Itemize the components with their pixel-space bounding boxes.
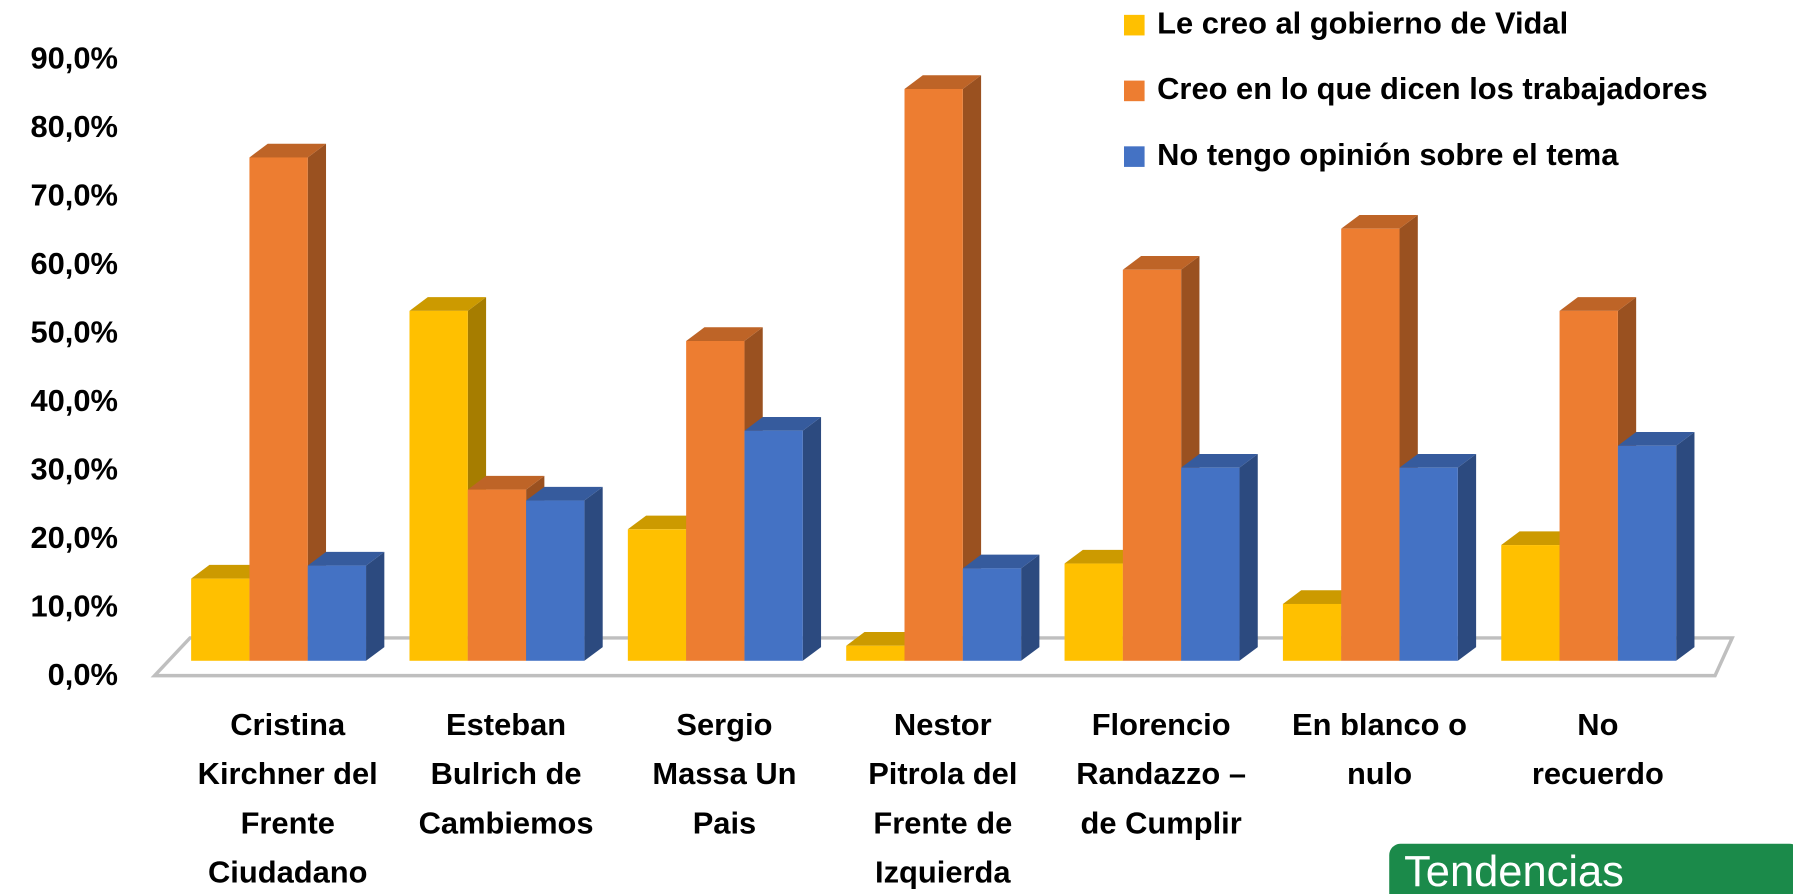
x-tick-label-line: Ciudadano xyxy=(208,855,367,890)
x-tick-label-line: Pitrola del xyxy=(868,756,1017,791)
x-tick-label: Florencio Randazzo – de Cumplir xyxy=(1076,707,1246,840)
bar xyxy=(191,578,250,661)
bar-side xyxy=(366,551,385,661)
logo-box xyxy=(1389,843,1793,894)
bar-top xyxy=(962,554,1040,569)
bar-top xyxy=(1282,590,1360,604)
x-tick-label-line: recuerdo xyxy=(1532,756,1664,791)
x-tick-label-line: Bulrich de xyxy=(431,756,582,791)
bar-side xyxy=(1457,453,1477,661)
bar-top xyxy=(249,143,327,158)
x-tick-label-line: de Cumplir xyxy=(1081,806,1242,841)
bar xyxy=(904,88,963,661)
bar-top xyxy=(1181,453,1258,468)
x-tick-label-line: Kirchner del xyxy=(198,756,378,791)
bar-top xyxy=(1341,214,1418,229)
y-tick-label: 0,0% xyxy=(48,657,118,692)
y-tick-label: 70,0% xyxy=(30,178,118,213)
x-tick-label-line: Frente xyxy=(241,806,335,841)
bar xyxy=(249,157,308,661)
y-tick-label: 80,0% xyxy=(30,109,118,144)
x-tick-label-line: No xyxy=(1577,707,1618,742)
bar xyxy=(1064,563,1123,661)
x-tick-label: No recuerdo xyxy=(1532,707,1664,791)
x-tick-label-line: Esteban xyxy=(446,707,566,742)
x-tick-label-line: En blanco o xyxy=(1292,707,1467,742)
bar-side xyxy=(1676,432,1695,661)
y-tick-label: 20,0% xyxy=(30,520,118,555)
legend-label: Le creo al gobierno de Vidal xyxy=(1157,5,1568,40)
bar xyxy=(1341,228,1400,661)
x-tick-label-line: Sergio xyxy=(676,707,772,742)
bar xyxy=(1501,545,1560,661)
bar xyxy=(962,568,1022,661)
bar-side xyxy=(584,486,603,661)
x-tick-label-line: Cristina xyxy=(230,707,346,742)
bar-top xyxy=(409,297,487,311)
bar-top xyxy=(686,327,763,341)
legend-swatch xyxy=(1124,14,1145,36)
x-tick-label-line: Nestor xyxy=(894,707,992,742)
bar xyxy=(1399,467,1458,661)
bar xyxy=(686,340,745,661)
x-tick-label-line: Florencio xyxy=(1092,707,1231,742)
bar-top xyxy=(1122,256,1200,270)
y-tick-label: 60,0% xyxy=(30,246,118,281)
x-tick-label-line: Pais xyxy=(693,806,756,841)
bar-top xyxy=(744,416,822,431)
x-tick-label: Cristina Kirchner del Frente Ciudadano xyxy=(198,707,378,889)
legend-label: No tengo opinión sobre el tema xyxy=(1157,137,1619,172)
bar-top xyxy=(191,564,268,579)
bar-top xyxy=(1399,453,1477,468)
bar-side xyxy=(962,75,982,661)
bar-top xyxy=(1064,549,1142,564)
x-tick-label-line: Randazzo – xyxy=(1076,756,1246,791)
bar-top xyxy=(526,486,603,501)
x-tick-label-line: Izquierda xyxy=(875,855,1011,890)
x-tick-label-line: Frente de xyxy=(873,806,1012,841)
x-tick-label: En blanco o nulo xyxy=(1292,707,1467,791)
bar-top xyxy=(846,631,923,646)
bar-top xyxy=(1617,432,1695,446)
bar-top xyxy=(1501,531,1578,546)
logo: Tendencias xyxy=(1404,848,1624,894)
legend-label: Creo en lo que dicen los trabajadores xyxy=(1157,71,1707,106)
bar xyxy=(409,310,468,661)
x-tick-label-line: Cambiemos xyxy=(419,806,594,841)
bar-top xyxy=(307,551,385,566)
x-tick-label-line: Massa Un xyxy=(652,756,796,791)
bar-side xyxy=(1021,554,1040,661)
y-tick-label: 40,0% xyxy=(30,383,118,418)
bar xyxy=(627,529,687,661)
x-tick-label: Nestor Pitrola del Frente de Izquierda xyxy=(868,707,1017,889)
x-tick-label: Esteban Bulrich de Cambiemos xyxy=(419,707,594,840)
bar xyxy=(1282,603,1342,661)
bar xyxy=(1559,310,1618,661)
bar xyxy=(744,430,803,661)
legend-swatch xyxy=(1124,146,1145,167)
y-tick-label: 30,0% xyxy=(30,452,118,487)
y-tick-label: 90,0% xyxy=(30,41,118,76)
bar xyxy=(467,489,527,661)
bar xyxy=(526,500,585,661)
bar-side xyxy=(1239,453,1258,661)
bar xyxy=(1122,269,1182,661)
y-tick-label: 50,0% xyxy=(30,315,118,350)
bar-side xyxy=(802,416,822,661)
bar xyxy=(846,645,905,661)
x-tick-label-line: nulo xyxy=(1347,756,1412,791)
bar xyxy=(1617,445,1677,661)
legend-swatch xyxy=(1124,80,1145,102)
bar-side xyxy=(307,143,327,661)
bar-top xyxy=(627,515,705,530)
bar xyxy=(307,565,367,661)
x-tick-label: Sergio Massa Un Pais xyxy=(652,707,796,840)
bar-top xyxy=(904,75,982,89)
bar-top xyxy=(1559,297,1637,311)
y-tick-label: 10,0% xyxy=(30,588,118,623)
bar xyxy=(1181,467,1240,661)
bar-top xyxy=(467,475,545,490)
